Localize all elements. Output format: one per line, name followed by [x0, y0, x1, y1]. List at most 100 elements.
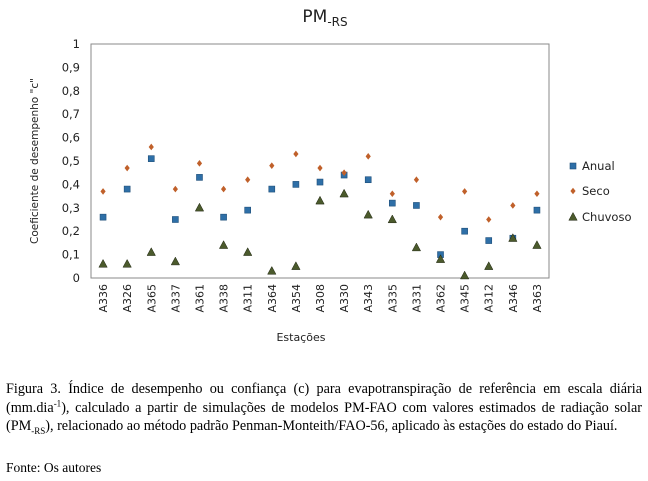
- caption-text-2: ), calculado a partir de simulações de m…: [6, 399, 642, 435]
- y-tick-label: 0,2: [62, 224, 80, 238]
- legend-marker-chuvoso: [568, 211, 578, 221]
- point-chuvoso: [243, 247, 253, 256]
- point-seco: [534, 190, 540, 198]
- x-tick-label: A336: [97, 284, 110, 313]
- x-tick-label: A331: [410, 284, 423, 313]
- point-seco: [317, 164, 323, 172]
- point-anual: [292, 181, 300, 188]
- x-tick-label: A326: [121, 284, 134, 313]
- x-tick-label: A361: [193, 284, 206, 313]
- point-seco: [269, 162, 275, 169]
- point-chuvoso: [218, 240, 229, 249]
- x-tick-label: A337: [169, 284, 182, 313]
- chart-title: PM-RS: [302, 7, 347, 29]
- point-seco: [341, 169, 347, 176]
- x-tick-label: A335: [386, 284, 399, 313]
- y-tick-label: 1: [73, 37, 80, 51]
- point-anual: [220, 213, 227, 221]
- x-tick-label: A311: [242, 284, 255, 313]
- point-chuvoso: [435, 254, 446, 263]
- point-anual: [244, 206, 251, 214]
- point-chuvoso: [146, 247, 156, 256]
- point-chuvoso: [267, 265, 277, 275]
- caption-label: Figura 3.: [6, 381, 61, 397]
- caption-sup: -1: [53, 397, 62, 408]
- series-chuvoso: [98, 188, 542, 280]
- point-anual: [485, 237, 493, 244]
- point-chuvoso: [363, 209, 373, 219]
- point-chuvoso: [508, 233, 518, 242]
- point-chuvoso: [315, 195, 325, 205]
- x-tick-label: A312: [483, 284, 496, 313]
- point-anual: [123, 185, 131, 193]
- x-tick-label: A363: [531, 284, 544, 313]
- figure-source: Fonte: Os autores: [6, 460, 102, 475]
- y-tick-label: 0,6: [62, 131, 80, 145]
- point-seco: [220, 185, 227, 193]
- y-axis-label: Coeficiente de desempenho "c": [29, 78, 41, 244]
- x-tick-label: A345: [459, 284, 472, 313]
- series-seco: [100, 143, 540, 223]
- point-seco: [486, 216, 492, 223]
- point-seco: [462, 188, 468, 195]
- point-chuvoso: [291, 261, 301, 270]
- x-tick-label: A346: [507, 284, 520, 313]
- y-tick-label: 0,3: [62, 201, 80, 215]
- figure-caption: Figura 3. Índice de desempenho ou confia…: [6, 380, 642, 436]
- x-tick-label: A338: [218, 284, 231, 313]
- point-chuvoso: [532, 240, 542, 249]
- point-anual: [461, 227, 468, 235]
- legend-label-seco: Seco: [582, 184, 610, 198]
- point-chuvoso: [339, 188, 349, 198]
- point-seco: [365, 153, 371, 160]
- plot-area: [90, 43, 550, 279]
- point-chuvoso: [411, 242, 422, 252]
- legend-marker-seco: [570, 187, 576, 195]
- x-tick-label: A365: [145, 284, 158, 313]
- point-chuvoso: [122, 258, 132, 268]
- point-anual: [413, 202, 420, 209]
- y-tick-label: 0,4: [62, 177, 80, 191]
- point-anual: [172, 216, 179, 223]
- point-anual: [147, 155, 155, 162]
- x-tick-label: A362: [435, 284, 448, 313]
- x-tick-label: A308: [314, 284, 327, 313]
- y-axis: 0 0,1 0,2 0,3 0,4 0,5 0,6 0,7 0,8 0,9 1: [62, 37, 80, 285]
- legend-label-anual: Anual: [582, 159, 615, 173]
- point-chuvoso: [484, 261, 494, 270]
- y-tick-label: 0: [73, 271, 80, 285]
- point-anual: [533, 206, 541, 214]
- x-tick-label: A330: [338, 284, 351, 313]
- x-axis: A336 A326 A365 A337 A361 A338 A311 A364 A354 A308…: [97, 284, 544, 313]
- caption-text-1: Índice de desempenho ou confiança (c) pa…: [6, 381, 642, 416]
- point-seco: [293, 150, 299, 158]
- legend: Anual Seco Chuvoso: [568, 159, 631, 224]
- point-anual: [99, 213, 107, 221]
- point-seco: [148, 143, 154, 151]
- point-seco: [510, 202, 516, 209]
- caption-sub: -RS: [31, 425, 46, 436]
- y-tick-label: 0,7: [62, 107, 80, 121]
- y-tick-label: 0,8: [62, 84, 80, 98]
- point-seco: [437, 213, 444, 221]
- caption-text-3: ), relacionado ao método padrão Penman-M…: [45, 418, 618, 434]
- x-tick-label: A354: [290, 284, 303, 313]
- chart: PM-RS 0 0,1 0,2 0,3 0,4 0,5 0,6 0,7 0,8 0,9 1 A336…: [29, 7, 631, 344]
- x-tick-label: A364: [266, 284, 279, 313]
- point-anual: [364, 176, 372, 184]
- point-seco: [245, 176, 251, 184]
- legend-marker-anual: [569, 162, 577, 170]
- point-chuvoso: [194, 202, 205, 212]
- point-anual: [268, 185, 276, 193]
- point-anual: [316, 178, 324, 186]
- y-tick-label: 0,5: [62, 154, 80, 168]
- series-anual: [99, 155, 541, 258]
- point-seco: [389, 190, 395, 198]
- point-chuvoso: [460, 270, 470, 280]
- legend-label-chuvoso: Chuvoso: [582, 210, 631, 224]
- y-tick-label: 0,1: [62, 248, 80, 262]
- point-seco: [172, 185, 178, 193]
- chart-title-main: PM: [302, 7, 327, 27]
- point-seco: [124, 164, 130, 172]
- point-seco: [413, 176, 420, 184]
